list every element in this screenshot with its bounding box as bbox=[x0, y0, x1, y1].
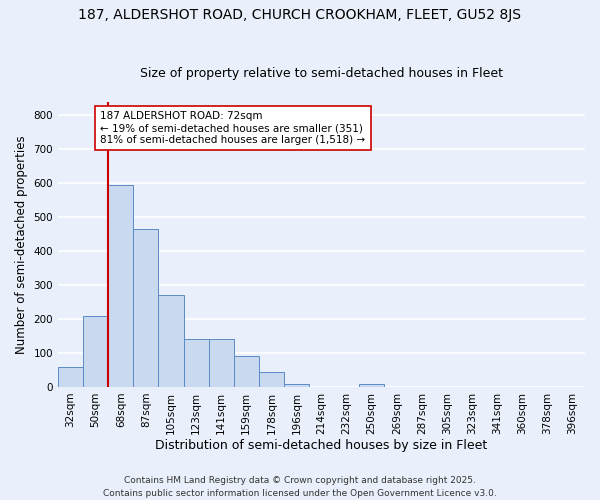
Y-axis label: Number of semi-detached properties: Number of semi-detached properties bbox=[15, 135, 28, 354]
Title: Size of property relative to semi-detached houses in Fleet: Size of property relative to semi-detach… bbox=[140, 66, 503, 80]
Text: 187, ALDERSHOT ROAD, CHURCH CROOKHAM, FLEET, GU52 8JS: 187, ALDERSHOT ROAD, CHURCH CROOKHAM, FL… bbox=[79, 8, 521, 22]
Bar bbox=[133, 229, 158, 387]
Bar bbox=[259, 372, 284, 387]
X-axis label: Distribution of semi-detached houses by size in Fleet: Distribution of semi-detached houses by … bbox=[155, 440, 488, 452]
Bar bbox=[359, 384, 384, 387]
Bar bbox=[108, 185, 133, 387]
Bar bbox=[184, 340, 209, 387]
Bar bbox=[83, 316, 108, 387]
Bar bbox=[284, 384, 309, 387]
Bar bbox=[233, 356, 259, 387]
Bar bbox=[158, 295, 184, 387]
Bar bbox=[209, 340, 233, 387]
Text: 187 ALDERSHOT ROAD: 72sqm
← 19% of semi-detached houses are smaller (351)
81% of: 187 ALDERSHOT ROAD: 72sqm ← 19% of semi-… bbox=[100, 112, 365, 144]
Text: Contains HM Land Registry data © Crown copyright and database right 2025.
Contai: Contains HM Land Registry data © Crown c… bbox=[103, 476, 497, 498]
Bar bbox=[58, 366, 83, 387]
